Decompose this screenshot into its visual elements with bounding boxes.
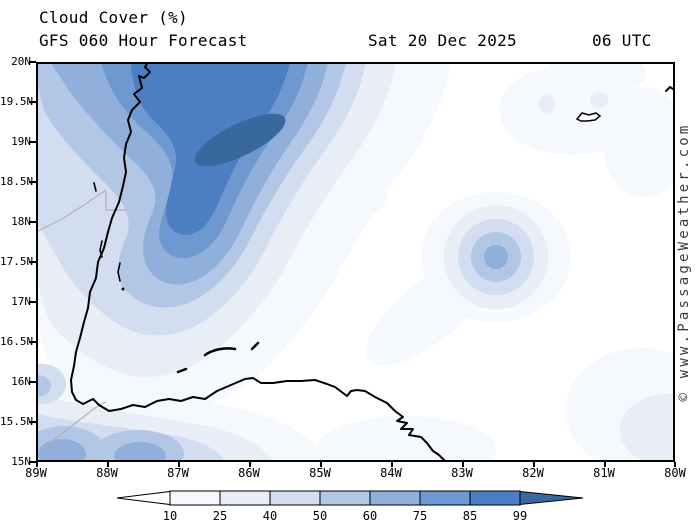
lon-label: 80W xyxy=(664,466,686,480)
lon-label: 86W xyxy=(238,466,260,480)
colorbar-tick-label: 75 xyxy=(413,509,427,523)
lat-label: 17N xyxy=(11,295,31,308)
colorbar-tick-label: 85 xyxy=(463,509,477,523)
colorbar-segment xyxy=(319,490,371,506)
colorbar-tick-label: 25 xyxy=(213,509,227,523)
colorbar-segment xyxy=(269,490,321,506)
lat-label: 16.5N xyxy=(0,335,34,348)
map-border xyxy=(36,62,675,462)
lon-label: 84W xyxy=(380,466,402,480)
lon-label: 81W xyxy=(593,466,615,480)
lon-tick xyxy=(249,462,251,467)
coastlines xyxy=(70,61,674,463)
lat-tick xyxy=(29,221,36,223)
lat-label: 18.5N xyxy=(0,175,34,188)
lat-label: 20N xyxy=(11,55,31,68)
lat-tick xyxy=(29,61,36,63)
lon-tick xyxy=(178,462,180,467)
lon-label: 85W xyxy=(309,466,331,480)
grand-cayman-island xyxy=(575,112,602,122)
lon-label: 88W xyxy=(96,466,118,480)
lon-tick xyxy=(533,462,535,467)
little-cayman-island xyxy=(665,86,674,92)
lat-tick xyxy=(29,421,36,423)
caye-dot xyxy=(121,287,125,291)
valid-date: Sat 20 Dec 2025 xyxy=(368,31,517,50)
lon-label: 87W xyxy=(167,466,189,480)
lat-label: 19N xyxy=(11,135,31,148)
colorbar-above-arrow xyxy=(519,490,584,506)
colorbar-segment xyxy=(219,490,271,506)
lat-label: 18N xyxy=(11,215,31,228)
colorbar-segment xyxy=(419,490,471,506)
lon-tick xyxy=(320,462,322,467)
page-title: Cloud Cover (%) xyxy=(39,8,188,27)
colorbar-below-arrow xyxy=(116,490,171,506)
lon-tick xyxy=(391,462,393,467)
lat-tick xyxy=(29,301,36,303)
colorbar-segment xyxy=(169,490,221,506)
watermark: © www.PassageWeather.com xyxy=(676,122,692,402)
valid-time: 06 UTC xyxy=(592,31,652,50)
lon-tick xyxy=(462,462,464,467)
lat-tick xyxy=(29,101,36,103)
lat-label: 15.5N xyxy=(0,415,34,428)
map-canvas xyxy=(18,51,700,484)
lat-tick xyxy=(29,381,36,383)
lat-tick xyxy=(29,341,36,343)
colorbar-tick-label: 60 xyxy=(363,509,377,523)
lon-tick xyxy=(604,462,606,467)
lon-label: 83W xyxy=(451,466,473,480)
belize-cayes xyxy=(93,182,121,282)
colorbar-tick-label: 40 xyxy=(263,509,277,523)
colorbar: 10 25 40 50 60 75 85 99 xyxy=(116,490,584,523)
map-frame xyxy=(18,51,700,484)
lon-tick xyxy=(107,462,109,467)
lat-label: 19.5N xyxy=(0,95,34,108)
colorbar-tick-label: 99 xyxy=(513,509,527,523)
lat-label: 15N xyxy=(11,455,31,468)
lat-label: 16N xyxy=(11,375,31,388)
lon-label: 89W xyxy=(25,466,47,480)
lon-tick xyxy=(36,462,38,467)
lat-tick xyxy=(29,261,36,263)
bay-islands xyxy=(176,341,260,374)
lat-tick xyxy=(29,461,36,463)
lon-tick xyxy=(674,462,676,467)
colorbar-segment xyxy=(469,490,521,506)
colorbar-tick-label: 10 xyxy=(163,509,177,523)
model-label: GFS 060 Hour Forecast xyxy=(39,31,248,50)
lat-tick xyxy=(29,141,36,143)
lon-label: 82W xyxy=(522,466,544,480)
cloud-shading xyxy=(18,51,700,484)
lat-label: 17.5N xyxy=(0,255,34,268)
colorbar-segment xyxy=(369,490,421,506)
mainland-coastline xyxy=(70,61,447,463)
lat-tick xyxy=(29,181,36,183)
colorbar-tick-label: 50 xyxy=(313,509,327,523)
